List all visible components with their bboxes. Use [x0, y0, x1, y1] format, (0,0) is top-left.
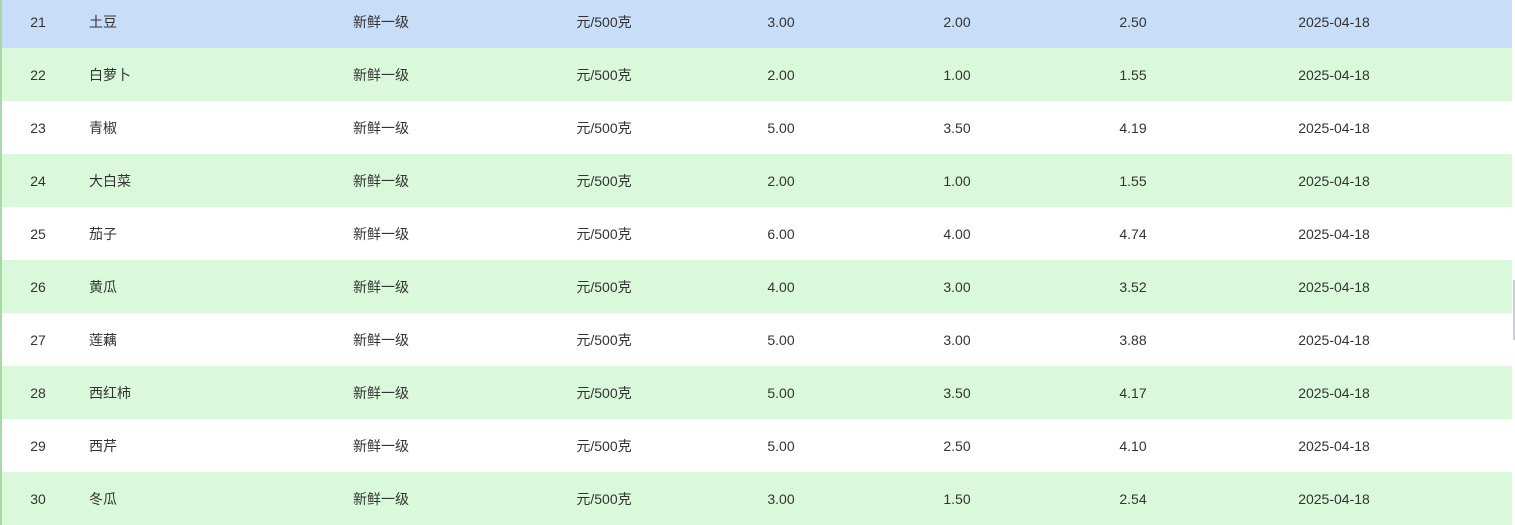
table-row[interactable]: 22 白萝卜 新鲜一级 元/500克 2.00 1.00 1.55 2025-04-18 [2, 48, 1514, 101]
unit-cell: 元/500克 [576, 13, 632, 30]
grade-cell: 新鲜一级 [353, 331, 409, 348]
date-cell: 2025-04-18 [1298, 384, 1370, 401]
date-cell: 2025-04-18 [1298, 119, 1370, 136]
row-number-cell: 24 [30, 172, 46, 189]
min-price-cell: 1.00 [943, 172, 971, 189]
grade-cell: 新鲜一级 [353, 13, 409, 30]
table-row[interactable]: 21 土豆 新鲜一级 元/500克 3.00 2.00 2.50 2025-04-18 [2, 0, 1514, 48]
row-number-cell: 25 [30, 225, 46, 242]
table-row[interactable]: 30 冬瓜 新鲜一级 元/500克 3.00 1.50 2.54 2025-04-18 [2, 472, 1514, 525]
unit-cell: 元/500克 [576, 490, 632, 507]
max-price-cell: 3.00 [767, 13, 795, 30]
min-price-cell: 2.00 [943, 13, 971, 30]
row-number-cell: 23 [30, 119, 46, 136]
product-name-cell: 莲藕 [89, 331, 117, 348]
table-row[interactable]: 26 黄瓜 新鲜一级 元/500克 4.00 3.00 3.52 2025-04-18 [2, 260, 1514, 313]
date-cell: 2025-04-18 [1298, 278, 1370, 295]
unit-cell: 元/500克 [576, 66, 632, 83]
table-row[interactable]: 24 大白菜 新鲜一级 元/500克 2.00 1.00 1.55 2025-04-18 [2, 154, 1514, 207]
row-number-cell: 29 [30, 437, 46, 454]
grade-cell: 新鲜一级 [353, 278, 409, 295]
min-price-cell: 2.50 [943, 437, 971, 454]
min-price-cell: 3.50 [943, 384, 971, 401]
min-price-cell: 1.50 [943, 490, 971, 507]
max-price-cell: 2.00 [767, 172, 795, 189]
max-price-cell: 5.00 [767, 331, 795, 348]
scrollbar-thumb[interactable] [1513, 280, 1515, 340]
avg-price-cell: 2.54 [1119, 490, 1147, 507]
avg-price-cell: 2.50 [1119, 13, 1147, 30]
product-name-cell: 白萝卜 [89, 66, 131, 83]
product-name-cell: 茄子 [89, 225, 117, 242]
date-cell: 2025-04-18 [1298, 437, 1370, 454]
min-price-cell: 3.00 [943, 331, 971, 348]
row-number-cell: 30 [30, 490, 46, 507]
date-cell: 2025-04-18 [1298, 490, 1370, 507]
table-row[interactable]: 29 西芹 新鲜一级 元/500克 5.00 2.50 4.10 2025-04-18 [2, 419, 1514, 472]
min-price-cell: 3.50 [943, 119, 971, 136]
table-row[interactable]: 27 莲藕 新鲜一级 元/500克 5.00 3.00 3.88 2025-04-18 [2, 313, 1514, 366]
unit-cell: 元/500克 [576, 278, 632, 295]
unit-cell: 元/500克 [576, 437, 632, 454]
unit-cell: 元/500克 [576, 331, 632, 348]
min-price-cell: 3.00 [943, 278, 971, 295]
row-number-cell: 22 [30, 66, 46, 83]
date-cell: 2025-04-18 [1298, 13, 1370, 30]
grade-cell: 新鲜一级 [353, 66, 409, 83]
max-price-cell: 5.00 [767, 119, 795, 136]
min-price-cell: 1.00 [943, 66, 971, 83]
avg-price-cell: 1.55 [1119, 172, 1147, 189]
unit-cell: 元/500克 [576, 384, 632, 401]
date-cell: 2025-04-18 [1298, 331, 1370, 348]
product-name-cell: 大白菜 [89, 172, 131, 189]
grade-cell: 新鲜一级 [353, 437, 409, 454]
scrollbar[interactable] [1512, 0, 1515, 525]
avg-price-cell: 1.55 [1119, 66, 1147, 83]
min-price-cell: 4.00 [943, 225, 971, 242]
row-number-cell: 21 [30, 13, 46, 30]
product-name-cell: 西芹 [89, 437, 117, 454]
grade-cell: 新鲜一级 [353, 384, 409, 401]
date-cell: 2025-04-18 [1298, 225, 1370, 242]
avg-price-cell: 3.88 [1119, 331, 1147, 348]
table-row[interactable]: 23 青椒 新鲜一级 元/500克 5.00 3.50 4.19 2025-04-18 [2, 101, 1514, 154]
unit-cell: 元/500克 [576, 225, 632, 242]
avg-price-cell: 4.19 [1119, 119, 1147, 136]
avg-price-cell: 3.52 [1119, 278, 1147, 295]
product-name-cell: 冬瓜 [89, 490, 117, 507]
avg-price-cell: 4.17 [1119, 384, 1147, 401]
grade-cell: 新鲜一级 [353, 490, 409, 507]
unit-cell: 元/500克 [576, 119, 632, 136]
grade-cell: 新鲜一级 [353, 225, 409, 242]
product-name-cell: 黄瓜 [89, 278, 117, 295]
date-cell: 2025-04-18 [1298, 172, 1370, 189]
max-price-cell: 4.00 [767, 278, 795, 295]
row-number-cell: 28 [30, 384, 46, 401]
max-price-cell: 3.00 [767, 490, 795, 507]
avg-price-cell: 4.74 [1119, 225, 1147, 242]
max-price-cell: 5.00 [767, 384, 795, 401]
product-name-cell: 西红柿 [89, 384, 131, 401]
unit-cell: 元/500克 [576, 172, 632, 189]
product-name-cell: 土豆 [89, 13, 117, 30]
max-price-cell: 2.00 [767, 66, 795, 83]
row-number-cell: 27 [30, 331, 46, 348]
grade-cell: 新鲜一级 [353, 119, 409, 136]
table-row[interactable]: 28 西红柿 新鲜一级 元/500克 5.00 3.50 4.17 2025-04-18 [2, 366, 1514, 419]
product-name-cell: 青椒 [89, 119, 117, 136]
table-row[interactable]: 25 茄子 新鲜一级 元/500克 6.00 4.00 4.74 2025-04-18 [2, 207, 1514, 260]
avg-price-cell: 4.10 [1119, 437, 1147, 454]
date-cell: 2025-04-18 [1298, 66, 1370, 83]
grade-cell: 新鲜一级 [353, 172, 409, 189]
row-number-cell: 26 [30, 278, 46, 295]
max-price-cell: 6.00 [767, 225, 795, 242]
max-price-cell: 5.00 [767, 437, 795, 454]
